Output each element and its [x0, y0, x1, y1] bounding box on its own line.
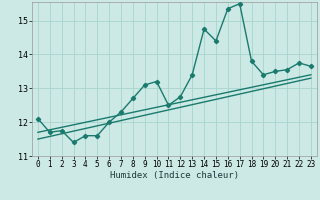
X-axis label: Humidex (Indice chaleur): Humidex (Indice chaleur) [110, 171, 239, 180]
